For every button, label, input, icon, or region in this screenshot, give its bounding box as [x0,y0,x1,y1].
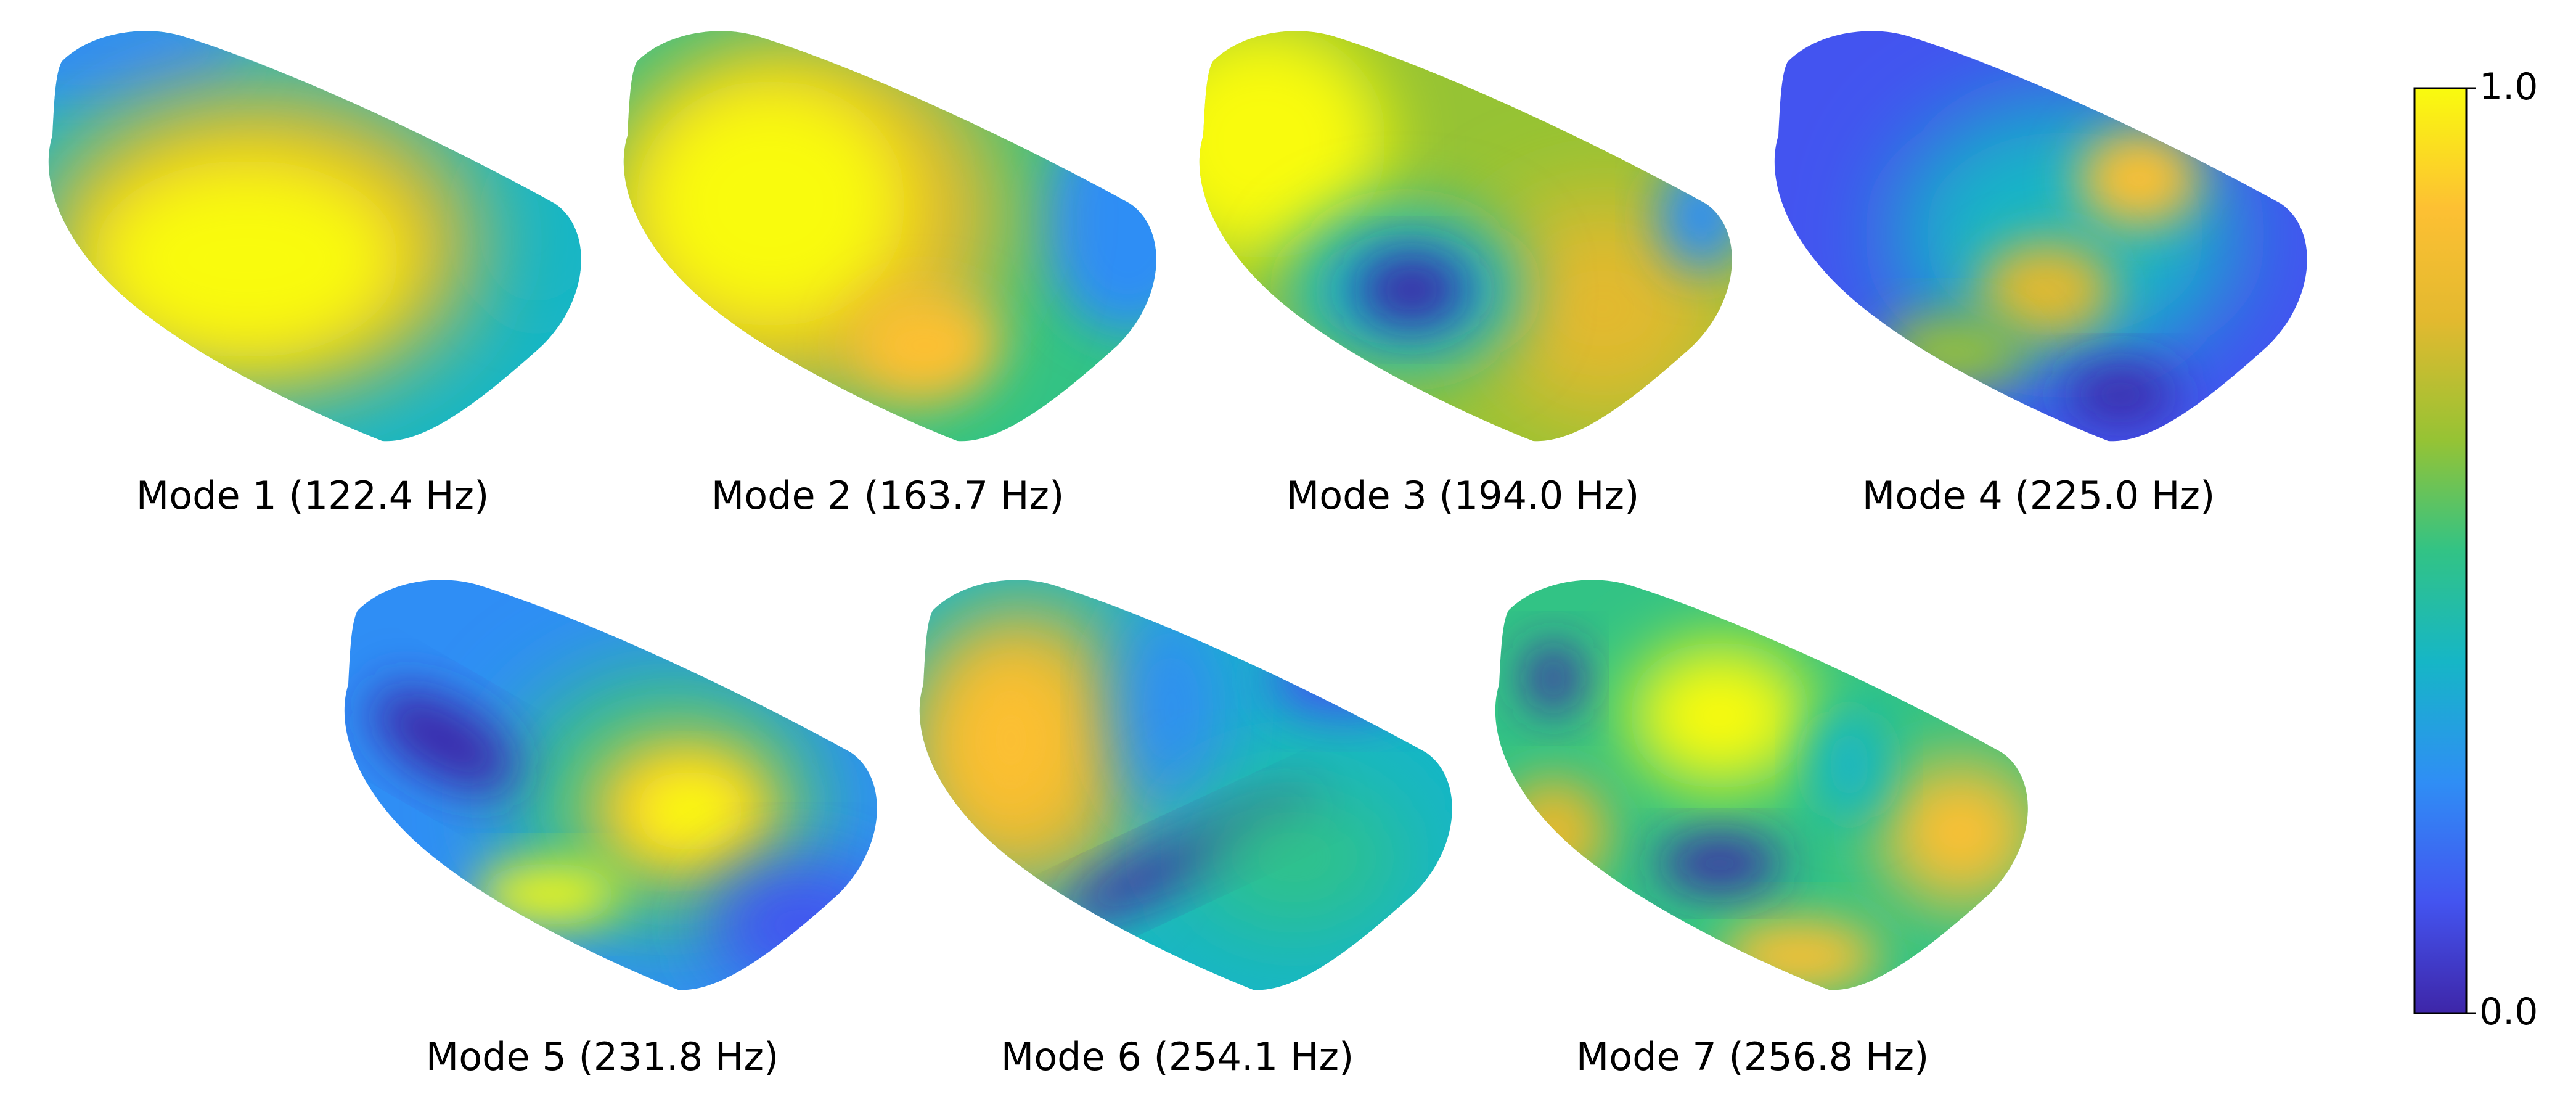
mode-2-shape [623,31,1156,442]
mode-6-caption: Mode 6 (254.1 Hz) [1000,1034,1354,1079]
mode-5-caption: Mode 5 (231.8 Hz) [425,1034,779,1079]
mode-2-caption: Mode 2 (163.7 Hz) [711,473,1065,518]
mode-3-caption: Mode 3 (194.0 Hz) [1286,473,1640,518]
mode-7-shape [1495,580,2028,990]
mode-5-shape [344,580,877,990]
mode-4-caption: Mode 4 (225.0 Hz) [1862,473,2215,518]
mode-6-shape [919,580,1452,990]
mode-4-shape [1774,31,2307,442]
colorbar [2413,87,2468,1014]
mode-1-shape [48,31,581,442]
colorbar-max-label: 1.0 [2479,65,2538,109]
mode-3-shape [1199,31,1732,442]
mode-7-caption: Mode 7 (256.8 Hz) [1576,1034,1929,1079]
colorbar-min-label: 0.0 [2479,990,2538,1034]
mode-1-caption: Mode 1 (122.4 Hz) [136,473,489,518]
